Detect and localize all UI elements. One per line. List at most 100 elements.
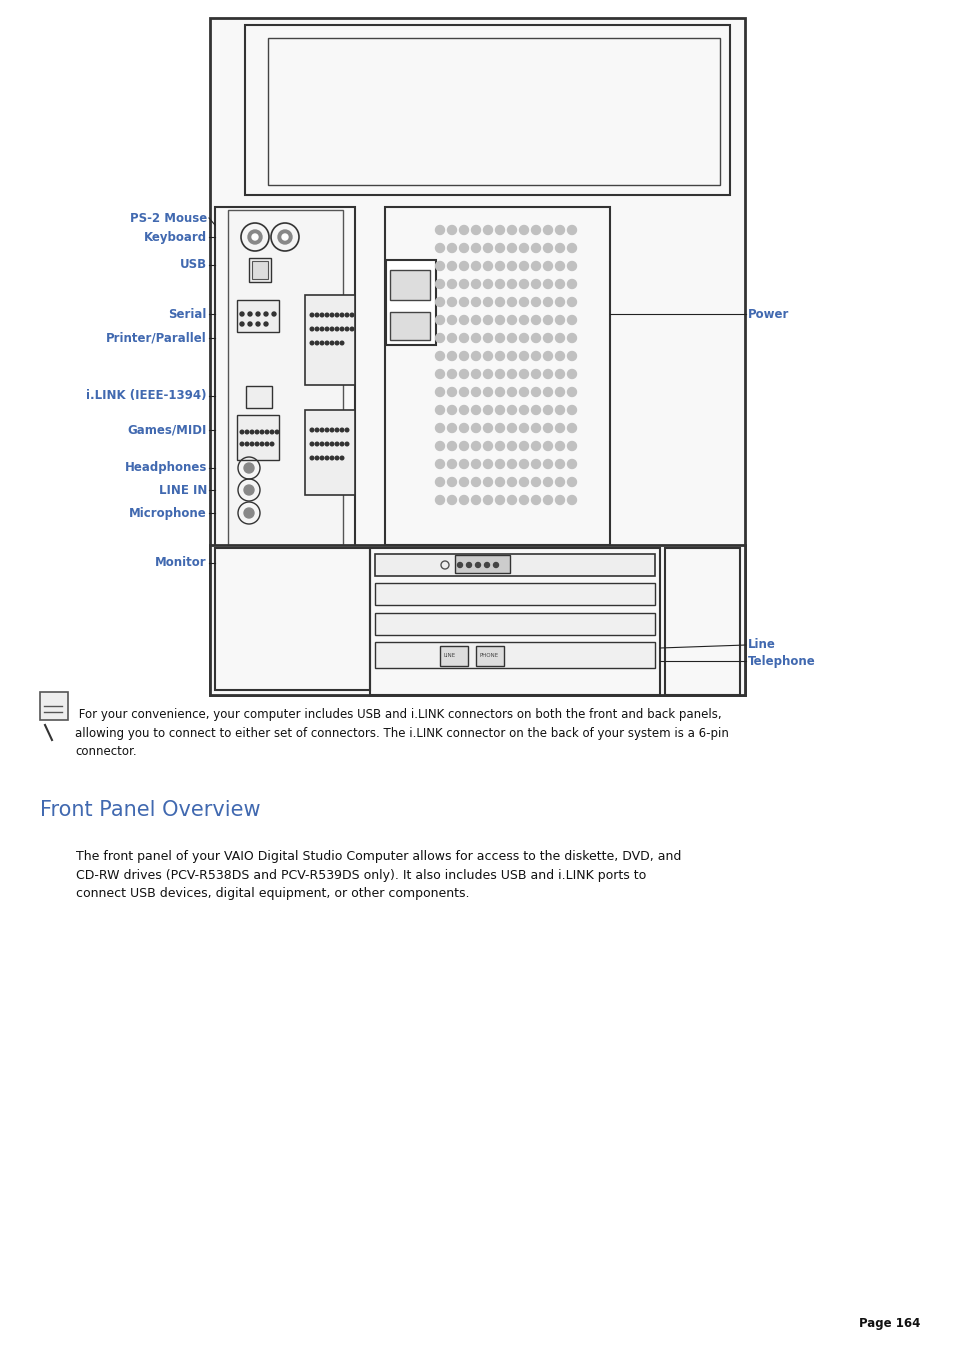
Circle shape — [282, 234, 288, 240]
Circle shape — [447, 388, 456, 396]
Circle shape — [519, 423, 528, 432]
Circle shape — [435, 262, 444, 270]
Text: LINE: LINE — [443, 653, 456, 658]
Circle shape — [447, 496, 456, 504]
Circle shape — [483, 316, 492, 324]
Bar — [246, 386, 272, 408]
Bar — [210, 18, 744, 694]
Circle shape — [435, 423, 444, 432]
Circle shape — [260, 430, 264, 434]
Circle shape — [555, 388, 564, 396]
Circle shape — [264, 312, 268, 316]
Circle shape — [330, 457, 334, 459]
Circle shape — [340, 428, 343, 432]
Circle shape — [240, 442, 244, 446]
Circle shape — [519, 226, 528, 235]
Circle shape — [447, 405, 456, 415]
Circle shape — [543, 496, 552, 504]
Circle shape — [435, 388, 444, 396]
Circle shape — [274, 430, 278, 434]
Circle shape — [507, 297, 516, 307]
Circle shape — [567, 388, 576, 396]
Circle shape — [435, 243, 444, 253]
Circle shape — [507, 316, 516, 324]
Circle shape — [447, 297, 456, 307]
Circle shape — [335, 313, 338, 316]
Circle shape — [555, 280, 564, 289]
Circle shape — [531, 388, 540, 396]
Circle shape — [567, 334, 576, 343]
Bar — [375, 584, 655, 605]
Circle shape — [519, 316, 528, 324]
Text: PS-2 Mouse: PS-2 Mouse — [130, 212, 207, 224]
Bar — [390, 312, 430, 340]
Circle shape — [471, 442, 480, 450]
Bar — [370, 549, 659, 694]
Circle shape — [435, 442, 444, 450]
Circle shape — [471, 405, 480, 415]
Circle shape — [495, 316, 504, 324]
Circle shape — [495, 262, 504, 270]
Circle shape — [519, 297, 528, 307]
Circle shape — [320, 342, 323, 345]
Circle shape — [314, 457, 318, 459]
Bar — [455, 555, 510, 573]
Text: Page 164: Page 164 — [858, 1317, 919, 1329]
Bar — [228, 209, 343, 555]
Circle shape — [483, 351, 492, 361]
Circle shape — [340, 457, 343, 459]
Circle shape — [531, 334, 540, 343]
Circle shape — [272, 312, 275, 316]
Circle shape — [483, 496, 492, 504]
Circle shape — [314, 442, 318, 446]
Circle shape — [471, 280, 480, 289]
Circle shape — [531, 280, 540, 289]
Text: Telephone: Telephone — [747, 654, 815, 667]
Circle shape — [495, 334, 504, 343]
Circle shape — [531, 316, 540, 324]
Circle shape — [471, 370, 480, 378]
Circle shape — [314, 327, 318, 331]
Circle shape — [250, 442, 253, 446]
Circle shape — [543, 405, 552, 415]
Circle shape — [255, 442, 258, 446]
Circle shape — [435, 459, 444, 469]
Text: LINE IN: LINE IN — [158, 484, 207, 497]
Text: Power: Power — [747, 308, 788, 320]
Circle shape — [507, 226, 516, 235]
Circle shape — [245, 430, 249, 434]
Circle shape — [519, 459, 528, 469]
Circle shape — [447, 226, 456, 235]
Circle shape — [459, 226, 468, 235]
Circle shape — [483, 243, 492, 253]
Circle shape — [459, 334, 468, 343]
Circle shape — [435, 477, 444, 486]
Circle shape — [543, 262, 552, 270]
Circle shape — [245, 442, 249, 446]
Circle shape — [543, 316, 552, 324]
Circle shape — [335, 457, 338, 459]
Circle shape — [483, 334, 492, 343]
Circle shape — [459, 388, 468, 396]
Circle shape — [567, 370, 576, 378]
Circle shape — [447, 423, 456, 432]
Circle shape — [447, 459, 456, 469]
Circle shape — [345, 313, 349, 316]
Circle shape — [459, 423, 468, 432]
Circle shape — [471, 334, 480, 343]
Text: Microphone: Microphone — [129, 507, 207, 520]
Bar — [390, 270, 430, 300]
Circle shape — [471, 297, 480, 307]
Text: PHONE: PHONE — [479, 653, 498, 658]
Circle shape — [248, 312, 252, 316]
Circle shape — [519, 334, 528, 343]
Bar — [385, 207, 609, 544]
Circle shape — [244, 508, 253, 517]
Circle shape — [340, 327, 343, 331]
Circle shape — [567, 459, 576, 469]
Circle shape — [483, 262, 492, 270]
Circle shape — [459, 477, 468, 486]
Circle shape — [459, 243, 468, 253]
Circle shape — [345, 428, 349, 432]
Circle shape — [519, 243, 528, 253]
